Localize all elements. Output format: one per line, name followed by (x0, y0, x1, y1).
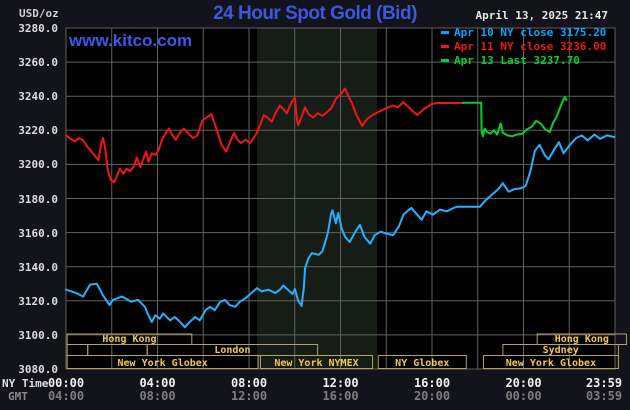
x-axis-gmt-tick-label: 03:59 (585, 389, 623, 403)
session-label: New York NYMEX (274, 358, 358, 369)
x-axis-ny-tick-label: 12:00 (322, 376, 359, 390)
session-label: Sydney (543, 345, 579, 356)
x-axis-gmt-tick-label: 08:00 (139, 389, 176, 403)
price-line-apr10 (65, 133, 616, 329)
legend-item: Apr 10 NY close 3175.20 (441, 26, 606, 40)
x-axis-ny-tick-label: 00:00 (47, 376, 85, 390)
y-axis-tick-label: 3180.0 (18, 192, 58, 206)
x-axis-gmt-tick-label: 00:00 (505, 389, 542, 403)
x-axis-gmt-label: GMT (8, 390, 28, 403)
y-axis-unit-label: USD/oz (19, 7, 59, 20)
x-axis-ny-time-label: NY Time (2, 377, 49, 390)
y-axis-tick-label: 3080.0 (18, 363, 58, 376)
y-axis-tick-label: 3260.0 (18, 56, 58, 70)
legend-item-label: Apr 10 NY close 3175.20 (454, 26, 607, 39)
page-title: 24 Hour Spot Gold (Bid) (213, 3, 417, 24)
y-axis-tick-label: 3140.0 (18, 260, 58, 274)
price-line-apr11 (65, 87, 464, 184)
session-label: NY Globex (395, 358, 449, 369)
legend-item: Apr 11 NY close 3236.00 (441, 40, 606, 54)
session-box (259, 355, 374, 369)
legend-item-label: Apr 11 NY close 3236.00 (454, 40, 607, 53)
session-label: Hong Kong (555, 334, 609, 345)
session-box (482, 355, 619, 369)
legend: Apr 10 NY close 3175.20 Apr 11 NY close 3… (441, 26, 606, 68)
session-label: New York Globex (506, 358, 596, 369)
x-axis-ny-tick-label: 16:00 (413, 376, 451, 390)
session-label: New York Globex (117, 358, 207, 369)
x-axis-ny-tick-label: 08:00 (230, 376, 268, 390)
x-axis-ny-tick-label: 23:59 (585, 376, 623, 390)
y-axis-tick-label: 3160.0 (18, 226, 58, 240)
y-axis-tick-label: 3120.0 (18, 294, 58, 308)
y-axis-tick-label: 3200.0 (18, 158, 58, 172)
x-axis-ny-tick-label: 20:00 (505, 376, 542, 390)
legend-item-label: Apr 13 Last 3237.70 (454, 54, 580, 67)
legend-dash-icon (441, 59, 449, 62)
x-axis-gmt-tick-label: 12:00 (230, 389, 268, 403)
y-axis-tick-label: 3100.0 (18, 328, 58, 342)
legend-dash-icon (441, 31, 449, 34)
session-box (377, 355, 467, 369)
y-axis-tick-label: 3280.0 (18, 22, 58, 35)
legend-item: Apr 13 Last 3237.70 (441, 54, 606, 68)
session-label: Hong Kong (102, 334, 156, 345)
x-axis-gmt-tick-label: 04:00 (47, 389, 85, 403)
session-label: London (214, 345, 250, 356)
y-axis-tick-label: 3220.0 (18, 124, 58, 138)
y-axis-tick-label: 3240.0 (18, 90, 58, 104)
session-box (66, 355, 259, 369)
x-axis-gmt-tick-label: 20:00 (413, 389, 451, 403)
legend-dash-icon (441, 45, 449, 48)
price-line-apr13 (461, 96, 568, 138)
x-axis-ny-tick-label: 04:00 (139, 376, 176, 390)
kitco-watermark-link[interactable]: www.kitco.com (69, 31, 193, 50)
chart-timestamp: April 13, 2025 21:47 (475, 9, 608, 22)
x-axis-gmt-tick-label: 16:00 (322, 389, 359, 403)
